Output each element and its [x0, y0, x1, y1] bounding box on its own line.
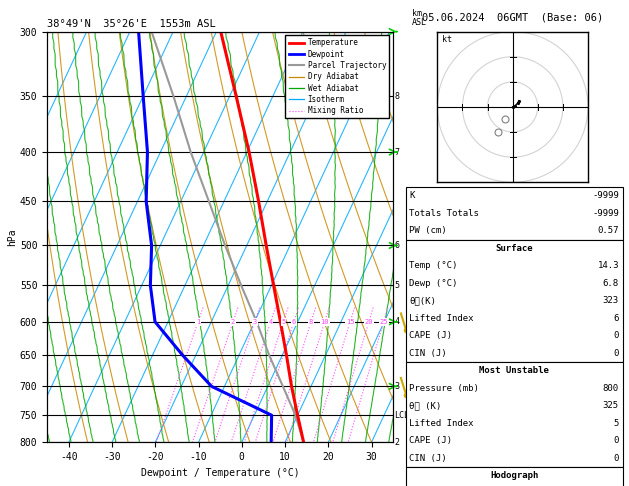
- Text: -9999: -9999: [592, 191, 619, 200]
- Text: Totals Totals: Totals Totals: [409, 209, 479, 218]
- Text: PW (cm): PW (cm): [409, 226, 447, 235]
- Text: 2: 2: [231, 319, 235, 325]
- Text: 6: 6: [292, 319, 296, 325]
- Text: 0: 0: [613, 331, 619, 340]
- Text: CAPE (J): CAPE (J): [409, 436, 452, 445]
- Text: 8: 8: [309, 319, 313, 325]
- Text: 3: 3: [253, 319, 257, 325]
- Text: 15: 15: [346, 319, 354, 325]
- Text: 0: 0: [613, 436, 619, 445]
- Text: 5: 5: [281, 319, 286, 325]
- Text: Lifted Index: Lifted Index: [409, 314, 474, 323]
- Text: 20: 20: [365, 319, 373, 325]
- Text: 4: 4: [394, 317, 399, 326]
- Text: CIN (J): CIN (J): [409, 454, 447, 463]
- Text: 8: 8: [394, 92, 399, 101]
- Text: 0: 0: [613, 349, 619, 358]
- Text: Most Unstable: Most Unstable: [479, 366, 549, 375]
- Text: 38°49'N  35°26'E  1553m ASL: 38°49'N 35°26'E 1553m ASL: [47, 19, 216, 30]
- Text: 14.3: 14.3: [598, 261, 619, 270]
- Text: Surface: Surface: [496, 244, 533, 253]
- Text: 325: 325: [603, 401, 619, 410]
- Text: 6.8: 6.8: [603, 279, 619, 288]
- Text: Pressure (mb): Pressure (mb): [409, 384, 479, 393]
- Text: -9999: -9999: [592, 209, 619, 218]
- Text: 3: 3: [394, 382, 399, 391]
- Text: θᴇ(K): θᴇ(K): [409, 296, 437, 305]
- Text: 6: 6: [394, 241, 399, 250]
- Legend: Temperature, Dewpoint, Parcel Trajectory, Dry Adiabat, Wet Adiabat, Isotherm, Mi: Temperature, Dewpoint, Parcel Trajectory…: [286, 35, 389, 118]
- Text: 800: 800: [603, 384, 619, 393]
- Text: LCL: LCL: [394, 411, 409, 420]
- Text: Hodograph: Hodograph: [490, 471, 538, 480]
- Text: θᴇ (K): θᴇ (K): [409, 401, 442, 410]
- Text: km
ASL: km ASL: [412, 9, 427, 28]
- X-axis label: Dewpoint / Temperature (°C): Dewpoint / Temperature (°C): [141, 468, 299, 478]
- Text: CIN (J): CIN (J): [409, 349, 447, 358]
- Text: 0: 0: [613, 454, 619, 463]
- Y-axis label: hPa: hPa: [7, 228, 17, 246]
- Text: Dewp (°C): Dewp (°C): [409, 279, 458, 288]
- Text: 0.57: 0.57: [598, 226, 619, 235]
- Text: CAPE (J): CAPE (J): [409, 331, 452, 340]
- Y-axis label: Mixing Ratio (g/kg): Mixing Ratio (g/kg): [409, 190, 419, 284]
- Text: 2: 2: [394, 438, 399, 447]
- Text: 10: 10: [320, 319, 329, 325]
- Text: Lifted Index: Lifted Index: [409, 419, 474, 428]
- Text: 5: 5: [394, 281, 399, 290]
- Text: 1: 1: [196, 319, 200, 325]
- Text: 7: 7: [394, 148, 399, 156]
- Text: 25: 25: [379, 319, 388, 325]
- Text: 05.06.2024  06GMT  (Base: 06): 05.06.2024 06GMT (Base: 06): [422, 12, 603, 22]
- Text: kt: kt: [442, 35, 452, 44]
- Text: K: K: [409, 191, 415, 200]
- Text: 5: 5: [613, 419, 619, 428]
- Text: 323: 323: [603, 296, 619, 305]
- Text: 4: 4: [269, 319, 273, 325]
- Text: Temp (°C): Temp (°C): [409, 261, 458, 270]
- Text: 6: 6: [613, 314, 619, 323]
